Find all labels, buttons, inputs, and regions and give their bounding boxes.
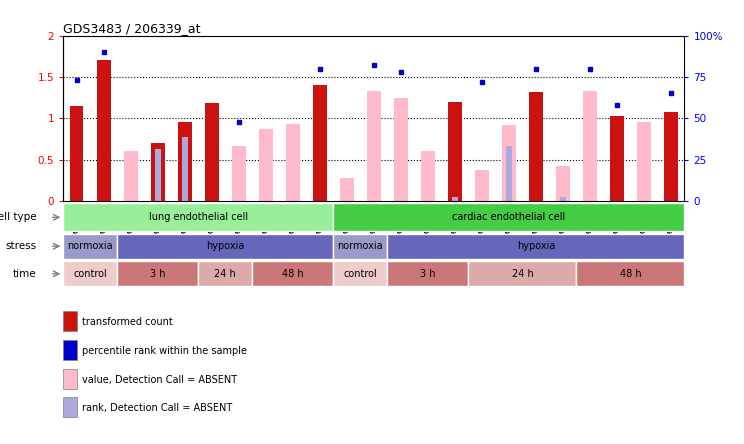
Bar: [259, 129, 272, 201]
Text: cell type: cell type: [0, 212, 36, 222]
Text: control: control: [344, 269, 377, 279]
Bar: [560, 197, 566, 201]
Text: hypoxia: hypoxia: [206, 241, 245, 251]
Bar: [448, 102, 461, 201]
Text: stress: stress: [5, 241, 36, 251]
Bar: [367, 91, 381, 201]
Bar: [333, 234, 388, 259]
Bar: [475, 170, 489, 201]
Text: time: time: [13, 269, 36, 279]
Text: 48 h: 48 h: [620, 269, 641, 279]
Bar: [469, 261, 577, 286]
Bar: [232, 146, 246, 201]
Bar: [63, 261, 118, 286]
Text: 24 h: 24 h: [214, 269, 236, 279]
Bar: [394, 98, 408, 201]
Bar: [333, 203, 684, 231]
Bar: [557, 166, 570, 201]
Text: GDS3483 / 206339_at: GDS3483 / 206339_at: [63, 23, 201, 36]
Bar: [63, 203, 333, 231]
Text: transformed count: transformed count: [82, 317, 173, 327]
Text: percentile rank within the sample: percentile rank within the sample: [82, 346, 247, 356]
Bar: [529, 92, 542, 201]
Bar: [118, 234, 333, 259]
Text: 24 h: 24 h: [512, 269, 533, 279]
Bar: [97, 60, 111, 201]
Bar: [664, 111, 678, 201]
Bar: [118, 261, 199, 286]
Text: lung endothelial cell: lung endothelial cell: [149, 212, 248, 222]
Bar: [70, 106, 83, 201]
Bar: [199, 261, 252, 286]
Text: 3 h: 3 h: [420, 269, 436, 279]
Text: control: control: [74, 269, 107, 279]
Bar: [182, 137, 187, 201]
Bar: [452, 197, 458, 201]
Bar: [151, 143, 164, 201]
Bar: [577, 261, 684, 286]
Bar: [333, 261, 388, 286]
Bar: [252, 261, 333, 286]
Text: 48 h: 48 h: [282, 269, 304, 279]
Bar: [388, 234, 684, 259]
Text: normoxia: normoxia: [338, 241, 383, 251]
Bar: [124, 151, 138, 201]
Bar: [205, 103, 219, 201]
Bar: [637, 123, 651, 201]
Bar: [421, 151, 434, 201]
Text: hypoxia: hypoxia: [517, 241, 555, 251]
Text: normoxia: normoxia: [68, 241, 113, 251]
Bar: [313, 85, 327, 201]
Bar: [506, 146, 512, 201]
Bar: [583, 91, 597, 201]
Text: cardiac endothelial cell: cardiac endothelial cell: [452, 212, 565, 222]
Bar: [178, 123, 191, 201]
Bar: [63, 234, 118, 259]
Text: rank, Detection Call = ABSENT: rank, Detection Call = ABSENT: [82, 404, 232, 413]
Bar: [286, 124, 300, 201]
Bar: [502, 125, 516, 201]
Text: 3 h: 3 h: [150, 269, 165, 279]
Text: value, Detection Call = ABSENT: value, Detection Call = ABSENT: [82, 375, 237, 385]
Bar: [155, 149, 161, 201]
Bar: [340, 178, 353, 201]
Bar: [610, 116, 623, 201]
Bar: [388, 261, 469, 286]
